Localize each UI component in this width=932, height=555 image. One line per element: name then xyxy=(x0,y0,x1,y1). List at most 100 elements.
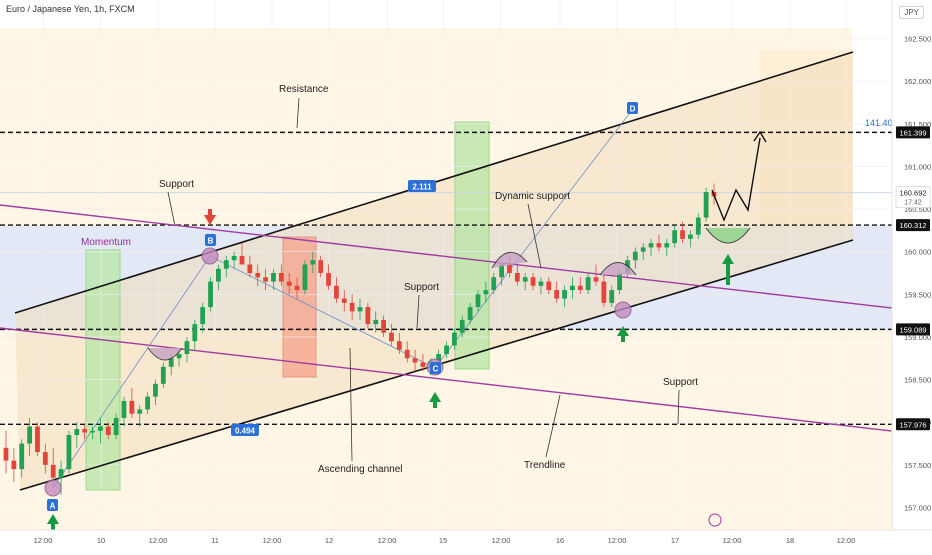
pointer-support-top xyxy=(167,191,176,227)
candle-body xyxy=(341,298,347,303)
reaction-arc-green xyxy=(705,227,751,244)
svg-text:D: D xyxy=(630,105,636,114)
candle-body xyxy=(231,255,237,261)
label-support-top: Support xyxy=(159,179,194,190)
fib-level-tag: 141.40% xyxy=(865,118,901,128)
candle-body xyxy=(562,290,567,299)
level-price-tag xyxy=(896,219,930,232)
price-tick-label: 161.500 xyxy=(904,120,931,129)
pointer-dynamic-support xyxy=(527,203,542,269)
time-tick-label: 12:00 xyxy=(608,536,627,545)
arrow-down-b xyxy=(204,209,216,225)
grid xyxy=(0,0,892,530)
logo-icon[interactable] xyxy=(708,513,722,527)
correction-box xyxy=(282,236,317,378)
pointer-ascending-channel xyxy=(349,347,353,462)
symbol-title[interactable]: Euro / Japanese Yen, 1h, FXCM xyxy=(6,4,135,14)
candle-body xyxy=(208,281,213,308)
level-price-text: 159.089 xyxy=(899,325,926,334)
candle-body xyxy=(546,281,552,291)
candle-body xyxy=(349,302,355,312)
candle-body xyxy=(396,341,402,350)
candle-body xyxy=(648,243,654,248)
candle-body xyxy=(617,273,622,291)
price-tick-label: 159.000 xyxy=(904,333,931,342)
ratio-tag-upper: 2.111 xyxy=(408,180,436,192)
candle-body xyxy=(381,319,386,333)
price-tick-label: 162.500 xyxy=(904,35,931,44)
candle-body xyxy=(444,345,449,355)
candle-body xyxy=(105,426,111,436)
arrow-up-c xyxy=(429,392,441,408)
time-tick-label: 12 xyxy=(325,536,333,545)
candle-body xyxy=(19,443,25,470)
countdown-text: 17:42 xyxy=(904,200,922,207)
pivot-circle-d xyxy=(614,301,632,319)
currency-label[interactable]: JPY xyxy=(899,6,924,19)
price-tick-label: 162.000 xyxy=(904,77,931,86)
candle-body xyxy=(294,285,300,291)
pointer-support-right xyxy=(677,389,680,425)
candle-body xyxy=(672,230,678,244)
price-tick-label: 160.500 xyxy=(904,205,931,214)
candle-body xyxy=(153,383,158,397)
price-tick-label: 160.000 xyxy=(904,248,931,257)
svg-text:A: A xyxy=(50,502,56,511)
candle-body xyxy=(507,264,512,273)
candle-body xyxy=(326,273,331,286)
price-axis[interactable] xyxy=(892,0,932,530)
candle-body xyxy=(577,285,583,291)
momentum-box xyxy=(85,249,121,491)
price-tick-label: 158.500 xyxy=(904,376,931,385)
reaction-arc-1 xyxy=(147,347,183,361)
time-axis[interactable] xyxy=(0,530,932,550)
candle-body xyxy=(239,255,245,265)
reaction-arc-2 xyxy=(491,252,528,269)
pointer-trendline xyxy=(545,394,561,458)
candle-body xyxy=(263,277,268,282)
candle-body xyxy=(271,273,276,282)
time-tick-label: 12:00 xyxy=(263,536,282,545)
candle-body xyxy=(703,191,709,218)
candle-body xyxy=(113,417,119,436)
candle-body xyxy=(334,285,339,299)
time-tick-label: 12:00 xyxy=(723,536,742,545)
candle-body xyxy=(357,307,363,312)
label-momentum: Momentum xyxy=(81,237,131,248)
current-price-tag xyxy=(895,186,931,208)
candle-body xyxy=(436,354,442,361)
time-tick-label: 15 xyxy=(439,536,447,545)
candle-body xyxy=(200,307,206,325)
time-tick-label: 12:00 xyxy=(492,536,511,545)
ascending-channel-fill xyxy=(15,52,853,490)
candle-body xyxy=(554,290,560,299)
level-price-tag xyxy=(896,126,930,139)
candle-body xyxy=(192,324,198,342)
candle-body xyxy=(601,281,607,303)
candle-body xyxy=(145,396,150,410)
candle-body xyxy=(475,294,481,308)
level-price-text: 157.976 xyxy=(899,420,926,429)
time-tick-label: 12:00 xyxy=(149,536,168,545)
time-tick-label: 12:00 xyxy=(34,536,53,545)
candle-body xyxy=(389,332,394,342)
time-tick-label: 12:00 xyxy=(837,536,856,545)
candle-body xyxy=(11,460,17,470)
projection-arrowhead xyxy=(753,130,767,143)
candle-body xyxy=(404,349,410,359)
point-tag-a: A xyxy=(47,499,58,511)
level-price-text: 161.399 xyxy=(899,128,926,137)
price-tick-label: 161.000 xyxy=(904,162,931,171)
candle-body xyxy=(310,260,316,265)
pivot-circle-b xyxy=(201,247,219,265)
candles xyxy=(3,183,717,495)
candle-body xyxy=(412,358,418,363)
price-axis-labels: 161.399 160.312 159.089 157.976 160.692 17:42 xyxy=(895,126,931,431)
candle-body xyxy=(585,277,591,291)
point-tag-b: B xyxy=(205,234,216,246)
candle-body xyxy=(365,307,371,325)
svg-text:B: B xyxy=(208,237,214,246)
candle-body xyxy=(452,332,457,346)
